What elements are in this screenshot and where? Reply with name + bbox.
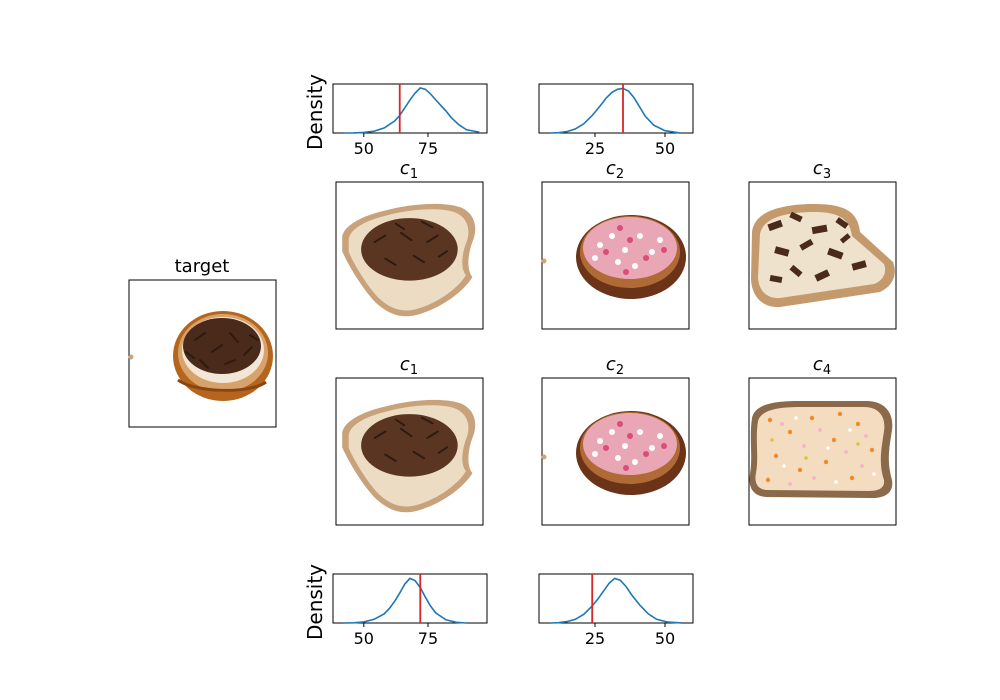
plot-frame — [332, 83, 488, 134]
density-plot-bottom-left: 50 75 Density — [303, 564, 488, 648]
panel-title: c2 — [606, 354, 624, 378]
panel-title: c3 — [813, 158, 831, 182]
x-tick-label: 50 — [354, 629, 374, 648]
density-curve — [343, 87, 480, 134]
bread-slice-chocolate-sprinkles-image — [342, 203, 476, 317]
density-curve — [550, 87, 680, 134]
x-tick-label: 50 — [655, 629, 675, 648]
x-tick-label: 25 — [585, 629, 605, 648]
x-tick-label: 50 — [655, 139, 675, 158]
candidate-panel-row1-c3: c3 — [748, 158, 897, 330]
density-curve — [550, 577, 682, 624]
candidate-panel-row2-c2: c2 — [541, 354, 690, 526]
panel-title: c1 — [400, 158, 418, 182]
x-ticks: 50 75 — [354, 623, 438, 648]
bread-slice-chocolate-sprinkles-image — [342, 399, 476, 513]
candidate-panel-row1-c2: c2 — [541, 158, 690, 330]
x-tick-label: 50 — [354, 139, 374, 158]
plot-frame — [538, 83, 694, 134]
wholewheat-slice-fruit-sprinkles-image — [749, 401, 893, 498]
plot-frame — [332, 573, 488, 624]
round-bun-aniseed-image — [541, 411, 686, 495]
round-bun-aniseed-image — [541, 215, 686, 299]
x-ticks: 25 50 — [585, 133, 675, 158]
x-ticks: 50 75 — [354, 133, 438, 158]
target-food-image — [128, 311, 273, 401]
candidate-panel-row2-c1: c1 — [335, 354, 484, 526]
density-curve — [343, 577, 467, 624]
y-axis-label: Density — [303, 74, 327, 150]
x-ticks: 25 50 — [585, 623, 675, 648]
x-tick-label: 75 — [418, 629, 438, 648]
plot-frame — [538, 573, 694, 624]
density-plot-bottom-right: 25 50 — [538, 573, 694, 648]
target-panel: target — [128, 256, 277, 428]
density-plot-top-left: 50 75 Density — [303, 74, 488, 158]
density-plot-top-right: 25 50 — [538, 83, 694, 158]
panel-title: c2 — [606, 158, 624, 182]
candidate-panel-row1-c1: c1 — [335, 158, 484, 330]
target-title: target — [175, 256, 230, 277]
bread-slice-chocolate-flakes-image — [751, 204, 895, 308]
x-tick-label: 75 — [418, 139, 438, 158]
x-tick-label: 25 — [585, 139, 605, 158]
panel-title: c4 — [813, 354, 831, 378]
candidate-panel-row2-c4: c4 — [748, 354, 897, 526]
y-axis-label: Density — [303, 564, 327, 640]
panel-title: c1 — [400, 354, 418, 378]
